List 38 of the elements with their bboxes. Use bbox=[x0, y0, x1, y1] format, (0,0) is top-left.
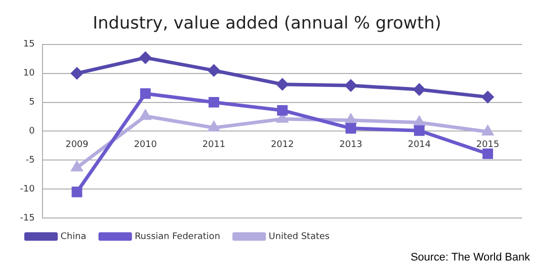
x-tick-label: 2014 bbox=[408, 140, 432, 150]
x-tick-label: 2015 bbox=[476, 140, 500, 150]
legend-label: China bbox=[60, 232, 86, 242]
point bbox=[482, 91, 494, 103]
point bbox=[72, 186, 82, 198]
point bbox=[414, 125, 425, 136]
y-tick-label: -15 bbox=[20, 213, 35, 224]
x-tick-label: 2012 bbox=[270, 140, 294, 150]
point bbox=[414, 116, 425, 126]
point bbox=[140, 88, 151, 99]
point bbox=[208, 122, 220, 132]
y-tick-label: -10 bbox=[20, 184, 35, 194]
point bbox=[276, 78, 288, 90]
chart-title: Industry, value added (annual % growth) bbox=[92, 14, 442, 34]
x-tick-label: 2011 bbox=[202, 140, 226, 150]
y-tick-label: 10 bbox=[23, 68, 35, 79]
point bbox=[414, 84, 426, 96]
point bbox=[346, 123, 356, 134]
y-tick-label: -5 bbox=[26, 155, 35, 166]
x-tick-label: 2009 bbox=[65, 140, 89, 150]
y-tick-label: 15 bbox=[23, 40, 35, 50]
point bbox=[345, 80, 357, 92]
point bbox=[71, 68, 83, 80]
legend-label: Russian Federation bbox=[134, 232, 220, 242]
point bbox=[208, 96, 220, 108]
y-tick-label: 0 bbox=[28, 126, 35, 137]
point bbox=[482, 148, 494, 160]
x-tick-label: 2010 bbox=[134, 140, 158, 150]
point bbox=[72, 162, 82, 172]
legend-label: United States bbox=[268, 232, 330, 242]
x-tick-label: 2013 bbox=[339, 140, 362, 150]
source-note: Source: The World Bank bbox=[410, 252, 530, 264]
point bbox=[208, 64, 220, 76]
y-tick-label: 5 bbox=[28, 98, 35, 108]
point bbox=[140, 52, 152, 64]
point bbox=[277, 105, 288, 116]
point bbox=[140, 110, 151, 120]
point bbox=[346, 114, 356, 124]
